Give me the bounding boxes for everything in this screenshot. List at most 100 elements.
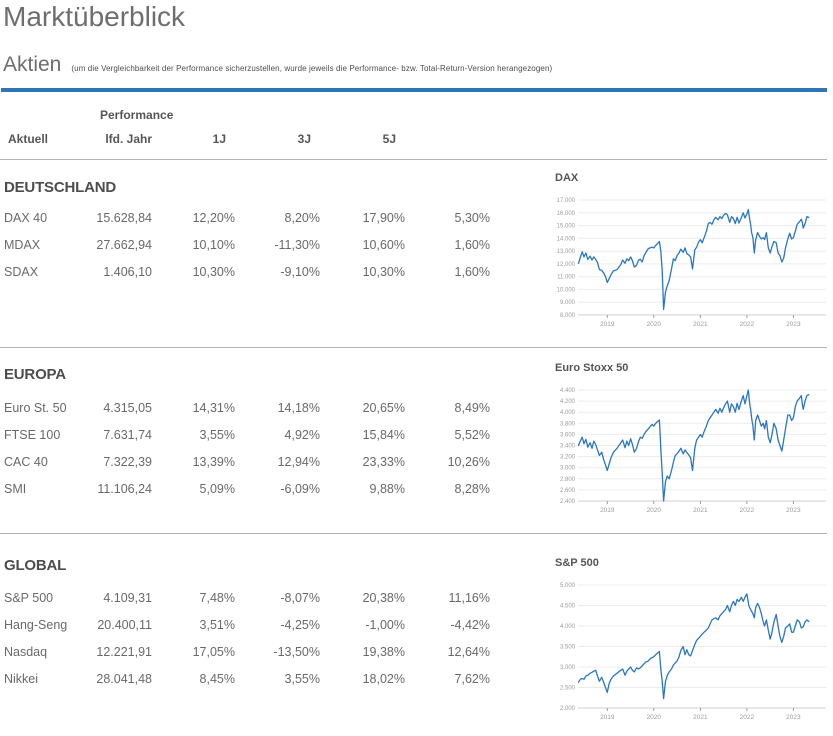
row-value: 9,88% (369, 481, 405, 496)
dax-chart-canvas: 17.000 16.000 15.000 14.000 13.000 12.000 11.0… (557, 198, 826, 328)
euro-stoxx-chart-canvas: 4.400 4.200 4.000 3.800 3.600 3.400 3.200 3.000… (560, 388, 826, 514)
column-header: 3J (297, 132, 311, 146)
row-value: 7,48% (199, 590, 235, 605)
row-value: 28.041,48 (96, 671, 152, 686)
svg-text:5.000: 5.000 (560, 583, 576, 589)
svg-text:2022: 2022 (740, 714, 755, 721)
svg-text:3.500: 3.500 (560, 645, 576, 651)
row-value: 7.631,74 (103, 427, 152, 442)
row-value: 27.662,94 (96, 237, 152, 252)
header-divider (0, 159, 827, 160)
row-value: -11,30% (274, 237, 320, 252)
section-title: GLOBAL (4, 557, 67, 574)
section-divider-1 (0, 347, 827, 348)
chart-title: S&P 500 (555, 557, 599, 569)
performance-note: (um die Vergleichbarkeit der Performance… (71, 64, 553, 73)
row-value: 10,30% (192, 264, 235, 279)
row-value: 10,26% (447, 454, 490, 469)
row-value: 12,20% (192, 210, 235, 225)
row-value: 1,60% (454, 237, 490, 252)
row-label: Euro St. 50 (4, 400, 67, 415)
row-value: 5,30% (454, 210, 490, 225)
svg-text:2021: 2021 (693, 321, 708, 328)
row-label: Nikkei (4, 671, 39, 686)
row-value: 3,51% (199, 617, 235, 632)
header-spacer (4, 103, 96, 127)
row-value: 12,94% (277, 454, 320, 469)
table-column-headers: Performance Aktuell lfd. Jahr 1J 3J 5J (4, 103, 490, 151)
section-table: S&P 500 4.109,31 7,48% -8,07% 20,38% 11,16% Ha… (4, 584, 490, 692)
svg-text:3.200: 3.200 (560, 455, 576, 461)
svg-text:2023: 2023 (786, 507, 801, 514)
row-value: 17,90% (362, 210, 405, 225)
svg-text:3.600: 3.600 (560, 432, 576, 438)
row-value: 13,39% (192, 454, 235, 469)
section-table: DAX 40 15.628,84 12,20% 8,20% 17,90% 5,30% MDA… (4, 204, 490, 285)
svg-text:4.000: 4.000 (560, 410, 576, 416)
svg-text:2019: 2019 (600, 507, 615, 514)
row-label: MDAX (4, 237, 41, 252)
row-label: SDAX (4, 264, 39, 279)
row-value: 14,18% (277, 400, 320, 415)
row-label: SMI (4, 481, 27, 496)
row-label: S&P 500 (4, 590, 54, 605)
column-header: Aktuell (8, 132, 49, 146)
svg-text:4.400: 4.400 (560, 388, 576, 394)
svg-text:3.400: 3.400 (560, 444, 576, 450)
row-value: 17,05% (192, 644, 235, 659)
row-value: 3,55% (199, 427, 235, 442)
svg-text:2020: 2020 (647, 507, 662, 514)
chart-title: DAX (555, 172, 579, 184)
row-value: 3,55% (284, 671, 320, 686)
row-value: 7.322,39 (103, 454, 152, 469)
column-header: 1J (212, 132, 226, 146)
svg-text:2023: 2023 (786, 321, 801, 328)
svg-text:16.000: 16.000 (557, 211, 576, 217)
row-label: Hang-Seng (4, 617, 68, 632)
svg-text:4.200: 4.200 (560, 399, 576, 405)
row-value: -8,07% (280, 590, 320, 605)
row-value: 8,28% (454, 481, 490, 496)
svg-text:2019: 2019 (600, 714, 615, 721)
row-value: -1,00% (365, 617, 405, 632)
svg-text:2021: 2021 (693, 714, 708, 721)
svg-text:10.000: 10.000 (557, 287, 576, 293)
row-value: 18,02% (362, 671, 405, 686)
euro-stoxx-chart: Euro Stoxx 50 4.400 4.200 4.000 3.800 3.600 3… (555, 362, 828, 515)
row-value: 15.628,84 (96, 210, 152, 225)
row-value: 11,16% (448, 590, 490, 605)
row-value: 19,38% (362, 644, 405, 659)
row-value: 1,60% (454, 264, 490, 279)
row-value: -4,25% (280, 617, 320, 632)
row-value: 23,33% (362, 454, 405, 469)
svg-text:12.000: 12.000 (557, 262, 576, 268)
row-value: -4,42% (450, 617, 490, 632)
row-value: 8,20% (284, 210, 320, 225)
row-value: 8,45% (199, 671, 235, 686)
row-value: -13,50% (273, 644, 320, 659)
row-value: -9,10% (280, 264, 320, 279)
row-value: 10,30% (362, 264, 405, 279)
svg-text:2022: 2022 (740, 321, 755, 328)
svg-text:9.000: 9.000 (560, 300, 576, 306)
row-value: -6,09% (280, 481, 320, 496)
svg-text:8.000: 8.000 (560, 313, 576, 319)
svg-text:2019: 2019 (600, 321, 615, 328)
svg-text:2.800: 2.800 (560, 477, 576, 483)
svg-text:2.400: 2.400 (560, 499, 576, 505)
svg-text:2022: 2022 (740, 507, 755, 514)
row-label: CAC 40 (4, 454, 48, 469)
row-value: 20,65% (362, 400, 405, 415)
row-value: 14,31% (192, 400, 235, 415)
svg-text:3.000: 3.000 (560, 466, 576, 472)
performance-group-header: Performance (100, 108, 174, 122)
section-table: Euro St. 50 4.315,05 14,31% 14,18% 20,65% 8,4… (4, 394, 490, 502)
svg-text:13.000: 13.000 (557, 249, 576, 255)
sp500-chart: S&P 500 5.000 4.500 4.000 3.500 3.000 2.500 2.… (555, 557, 828, 722)
section-title: EUROPA (4, 366, 66, 383)
svg-text:15.000: 15.000 (557, 224, 576, 230)
row-value: 10,60% (362, 237, 405, 252)
row-value: 20,38% (362, 590, 405, 605)
row-value: 1.406,10 (103, 264, 152, 279)
